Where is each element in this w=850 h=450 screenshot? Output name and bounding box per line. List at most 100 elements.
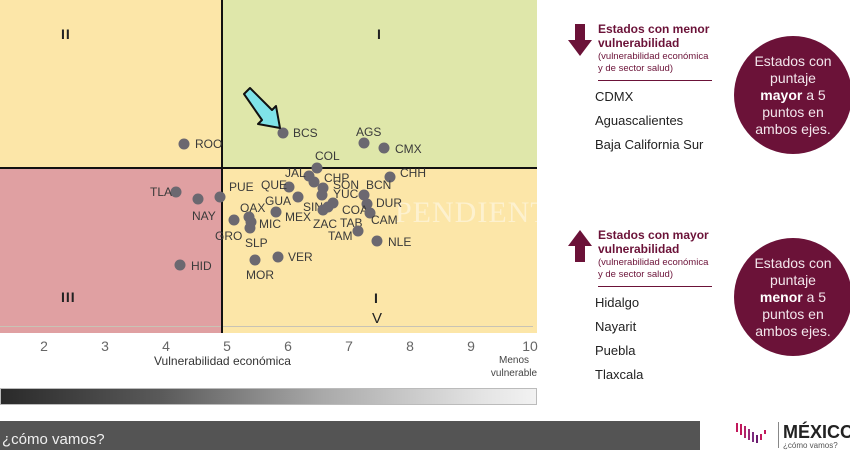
- data-point-nle: [371, 235, 383, 247]
- data-point-ags: [358, 137, 370, 149]
- point-label: COA: [342, 203, 369, 217]
- state-item: Hidalgo: [595, 295, 640, 310]
- panel-divider: [598, 286, 712, 287]
- less-vulnerable-panel: Estados con menor vulnerabilidad (vulner…: [568, 20, 718, 160]
- data-point-cmx: [378, 142, 390, 154]
- arrow-up-icon: [568, 230, 592, 262]
- data-point-chp: [308, 176, 320, 188]
- data-point-gro: [228, 214, 240, 226]
- point-label: ROO: [195, 137, 223, 151]
- data-point-roo: [178, 138, 190, 150]
- data-point-son: [317, 182, 329, 194]
- data-point-gua: [292, 191, 304, 203]
- data-point-hid: [174, 259, 186, 271]
- watermark: PENDIENTE: [395, 196, 569, 229]
- data-point-zac: [317, 204, 329, 216]
- state-item: CDMX: [595, 89, 634, 104]
- point-label: GUA: [265, 194, 292, 208]
- state-item: Aguascalientes: [595, 113, 684, 128]
- data-point-que: [283, 181, 295, 193]
- panel-title-line1: Estados con menor: [598, 22, 710, 36]
- panel-title-line1: Estados con mayor: [598, 228, 709, 242]
- circle-text: menor a 5: [754, 289, 831, 306]
- quadrant-label-iii: III: [61, 289, 76, 305]
- point-label: COL: [315, 149, 340, 163]
- point-label: MIC: [259, 217, 281, 231]
- point-label: CAM: [371, 213, 398, 227]
- point-label: QUE: [261, 178, 288, 192]
- state-item: Baja California Sur: [595, 137, 704, 152]
- x-axis-right-label-line1: Menos: [498, 355, 529, 366]
- point-label: SLP: [245, 236, 268, 250]
- point-label: AGS: [356, 125, 382, 139]
- mexico-como-vamos-logo: MÉXICO ¿cómo vamos?: [735, 418, 850, 450]
- point-label: JAL: [285, 166, 306, 180]
- x-tick: 2: [40, 338, 48, 354]
- point-label: ZAC: [313, 217, 337, 231]
- x-tick: 5: [223, 338, 231, 354]
- point-label: GRO: [215, 229, 243, 243]
- data-point-dur: [361, 198, 373, 210]
- footer-text: ¿cómo vamos?: [2, 431, 105, 448]
- quadrant-i: [222, 0, 537, 168]
- data-point-mex: [270, 206, 282, 218]
- circle-text: a 5: [802, 288, 827, 305]
- panel-divider: [598, 80, 712, 81]
- quadrant-label-i: I: [377, 26, 382, 42]
- point-label: NLE: [388, 235, 412, 249]
- panel-subtitle: (vulnerabilidad económica y de sector sa…: [598, 51, 708, 75]
- data-point-cam: [364, 207, 376, 219]
- circle-text: puntos en: [762, 305, 824, 322]
- x-tick: 10: [522, 338, 538, 354]
- point-label: YUC: [333, 187, 359, 201]
- quadrant-label-ii: II: [61, 26, 71, 42]
- highlight-arrow-icon: [243, 87, 281, 129]
- panel-subtitle-line1: (vulnerabilidad económica: [598, 51, 709, 62]
- quadrant-iv: [222, 168, 537, 333]
- vertical-divider: [221, 0, 223, 333]
- logo-tagline: ¿cómo vamos?: [783, 441, 838, 450]
- point-label: CMX: [395, 142, 422, 156]
- x-baseline: [0, 326, 533, 327]
- x-tick: 7: [345, 338, 353, 354]
- footer-bar: ¿cómo vamos?: [0, 421, 700, 450]
- x-tick: 8: [406, 338, 414, 354]
- point-label: OAX: [240, 201, 266, 215]
- horizontal-divider: [0, 167, 537, 169]
- panel-subtitle: (vulnerabilidad económica y de sector sa…: [598, 257, 708, 281]
- logo-bars-icon: [736, 423, 766, 443]
- panel-title-line2: vulnerabilidad: [598, 242, 680, 256]
- data-point-slp: [245, 216, 257, 228]
- circle-bold-text: mayor: [760, 86, 803, 103]
- vulnerability-gradient-bar: [0, 388, 537, 405]
- circle-text: ambos ejes.: [755, 322, 831, 339]
- point-label: TLA: [150, 185, 173, 199]
- circle-text: puntos en: [762, 103, 824, 120]
- data-point-ver: [272, 251, 284, 263]
- panel-title-line2: vulnerabilidad: [598, 36, 680, 50]
- panel-subtitle-line2: y de sector salud): [598, 269, 673, 280]
- point-label: SON: [333, 178, 360, 192]
- arrow-down-icon: [568, 24, 592, 56]
- data-point-bcs: [277, 127, 289, 139]
- data-point-nay: [192, 193, 204, 205]
- circle-text: Estados con: [754, 52, 832, 69]
- quadrant-iii: [0, 168, 222, 333]
- data-point-bcn: [358, 189, 370, 201]
- point-label: PUE: [229, 180, 254, 194]
- circle-text: a 5: [802, 86, 826, 103]
- x-axis-right-label: Menos vulnerable: [484, 354, 544, 380]
- data-point-mor: [249, 254, 261, 266]
- info-circle-greater: Estados con puntaje mayor a 5 puntos en …: [734, 36, 850, 154]
- data-point-jal: [303, 170, 315, 182]
- panel-title: Estados con menor vulnerabilidad: [598, 22, 709, 50]
- x-axis-label: Vulnerabilidad económica: [154, 354, 291, 368]
- quadrant-label-iv-bottom: V: [372, 310, 383, 327]
- info-circle-less: Estados con puntaje menor a 5 puntos en …: [734, 238, 850, 356]
- point-label: MOR: [246, 268, 274, 282]
- x-tick: 4: [162, 338, 170, 354]
- point-label: DUR: [376, 196, 402, 210]
- logo-wordmark: MÉXICO: [783, 422, 850, 442]
- circle-text: puntaje: [770, 271, 816, 288]
- data-point-mic: [244, 222, 256, 234]
